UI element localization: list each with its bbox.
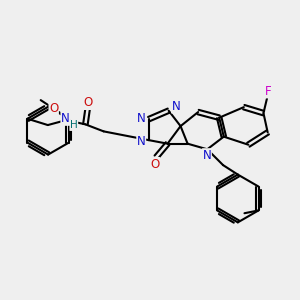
Text: O: O [49,102,58,115]
Text: N: N [172,100,180,113]
Text: O: O [150,158,160,171]
Text: O: O [84,96,93,110]
Text: N: N [137,135,146,148]
Text: H: H [70,120,78,130]
Text: N: N [137,112,146,125]
Text: N: N [202,149,211,162]
Text: N: N [61,112,70,125]
Text: F: F [264,85,271,98]
